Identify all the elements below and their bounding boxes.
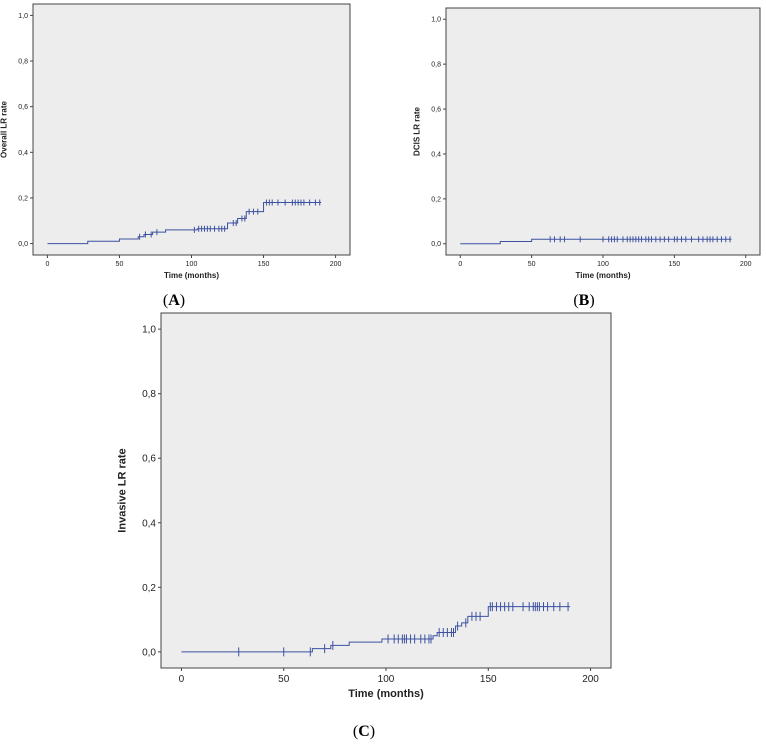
km-step-line-c bbox=[181, 606, 571, 653]
x-tick-label: 100 bbox=[186, 261, 198, 268]
x-tick-label: 50 bbox=[528, 261, 536, 268]
y-tick-label: 0,8 bbox=[18, 58, 28, 65]
y-tick-label: 0,6 bbox=[18, 104, 28, 111]
x-tick-label: 150 bbox=[258, 261, 270, 268]
y-tick-label: 1,0 bbox=[431, 17, 441, 24]
y-tick-label: 0,4 bbox=[18, 150, 28, 157]
y-axis-title-a: Overall LR rate bbox=[0, 100, 8, 157]
panel-label-a: (A) bbox=[163, 292, 185, 309]
y-tick-label: 0,4 bbox=[142, 518, 156, 529]
panel-a-plot: 0 50 100 150 200 0,0 0,2 0,4 0,6 0,8 1,0 Time (mont… bbox=[0, 3, 351, 280]
y-tick-label: 0,6 bbox=[142, 454, 156, 465]
plot-area-a bbox=[32, 3, 351, 256]
x-tick-label: 100 bbox=[597, 261, 609, 268]
y-tick-label: 0,0 bbox=[431, 241, 441, 248]
y-tick-label: 0,8 bbox=[431, 62, 441, 69]
x-tick-label: 200 bbox=[330, 261, 342, 268]
y-tick-label: 1,0 bbox=[18, 13, 28, 20]
y-tick-label: 0,0 bbox=[142, 647, 156, 658]
x-axis-title-b: Time (months) bbox=[576, 271, 631, 280]
x-tick-label: 0 bbox=[179, 674, 185, 685]
panel-c-plot: 0 50 100 150 200 0,0 0,2 0,4 0,6 0,8 1,0 Time (mont… bbox=[116, 312, 612, 700]
y-tick-label: 0,4 bbox=[431, 151, 441, 158]
x-tick-label: 200 bbox=[582, 674, 599, 685]
y-tick-label: 0,2 bbox=[431, 196, 441, 203]
y-axis-title-c: Invasive LR rate bbox=[116, 448, 128, 532]
y-axis-title-b: DCIS LR rate bbox=[412, 107, 421, 156]
x-tick-label: 50 bbox=[116, 261, 124, 268]
panel-b-plot: 0 50 100 150 200 0,0 0,2 0,4 0,6 0,8 1,0 Time (mont… bbox=[412, 7, 761, 280]
x-axis-title-c: Time (months) bbox=[348, 688, 424, 700]
x-tick-label: 0 bbox=[458, 261, 462, 268]
y-tick-label: 0,2 bbox=[18, 195, 28, 202]
x-tick-label: 150 bbox=[669, 261, 681, 268]
x-tick-label: 0 bbox=[45, 261, 49, 268]
km-step-line-a bbox=[47, 202, 322, 245]
x-tick-label: 150 bbox=[480, 674, 497, 685]
y-tick-label: 0,0 bbox=[18, 241, 28, 248]
x-tick-label: 50 bbox=[278, 674, 290, 685]
y-tick-label: 0,8 bbox=[142, 389, 156, 400]
x-tick-label: 200 bbox=[740, 261, 752, 268]
x-axis-title-a: Time (months) bbox=[164, 271, 219, 280]
panel-label-c: (C) bbox=[353, 723, 375, 740]
y-tick-label: 0,6 bbox=[431, 106, 441, 113]
x-tick-label: 100 bbox=[378, 674, 395, 685]
y-tick-label: 1,0 bbox=[142, 325, 156, 336]
plot-area-b bbox=[445, 7, 761, 256]
plot-area-c bbox=[160, 312, 612, 669]
y-tick-label: 0,2 bbox=[142, 583, 156, 594]
panel-label-b: (B) bbox=[573, 292, 594, 309]
